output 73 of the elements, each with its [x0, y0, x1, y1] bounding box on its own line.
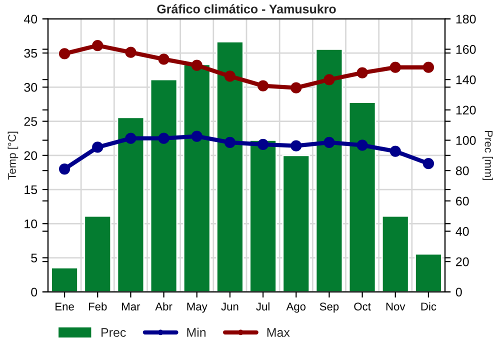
bar	[182, 64, 211, 292]
y-tick-label: 20	[24, 151, 38, 160]
bar	[116, 116, 145, 292]
x-tick-label: Mar	[122, 302, 140, 310]
point	[92, 40, 104, 52]
point	[58, 48, 70, 60]
x-tick-label: May	[187, 302, 208, 313]
y-tick-label: 5	[31, 254, 38, 262]
point	[191, 130, 202, 142]
point	[191, 60, 202, 71]
point	[92, 142, 104, 153]
y2-tick-label: 80	[456, 166, 469, 176]
y2-tick-label: 20	[456, 257, 469, 266]
y2-tick-label: 60	[456, 196, 469, 206]
bar	[282, 154, 310, 292]
point	[422, 158, 434, 170]
x-tick-label: Jun	[221, 302, 238, 310]
bar	[414, 253, 442, 292]
point	[58, 163, 70, 175]
bar	[150, 78, 178, 292]
point	[390, 62, 401, 73]
point	[125, 46, 136, 58]
y-tick-label: 10	[24, 219, 38, 228]
point	[324, 136, 335, 148]
x-tick-label: Sep	[320, 302, 339, 313]
legend-label: Prec	[102, 328, 126, 337]
y-tick-label: 25	[24, 117, 38, 126]
x-tick-label: Dic	[421, 302, 436, 310]
y-axis-title: Temp [°C]	[8, 132, 18, 180]
y2-tick-label: 120	[456, 106, 476, 115]
bar	[315, 48, 344, 292]
point	[422, 62, 434, 73]
x-tick-label: Ago	[286, 302, 306, 313]
x-tick-label: Ene	[56, 302, 74, 310]
bar	[348, 102, 376, 292]
chart-title: Gráfico climático - Yamusukro	[157, 4, 336, 14]
y2-tick-label: 100	[456, 136, 476, 145]
point	[290, 82, 302, 94]
y2-tick-label: 0	[456, 288, 462, 297]
legend-label: Max	[267, 328, 290, 337]
bar	[249, 140, 277, 292]
y2-tick-label: 140	[456, 75, 476, 84]
bar	[216, 40, 244, 292]
point	[390, 146, 401, 157]
legend-label: Min	[187, 328, 206, 337]
y-tick-label: 35	[24, 48, 38, 58]
x-tick-label: Jul	[256, 302, 270, 310]
bar	[381, 215, 410, 292]
y-tick-label: 15	[24, 185, 38, 194]
point	[356, 140, 368, 151]
y2-tick-label: 40	[456, 227, 469, 236]
x-tick-label: Nov	[386, 302, 406, 310]
point	[324, 74, 335, 86]
y2-axis-title: Prec [mm]	[482, 131, 493, 180]
x-tick-label: Oct	[354, 302, 371, 310]
point	[257, 138, 269, 150]
point	[224, 136, 236, 148]
point	[224, 70, 236, 82]
point	[257, 80, 269, 92]
point	[125, 132, 136, 144]
y-tick-label: 40	[24, 14, 38, 24]
y2-tick-label: 160	[456, 45, 476, 54]
y-tick-label: 30	[24, 82, 38, 92]
y-tick-label: 0	[31, 288, 38, 297]
bar	[84, 215, 112, 292]
x-tick-label: Feb	[88, 302, 107, 310]
point	[356, 67, 368, 78]
y2-tick-label: 180	[456, 14, 476, 24]
x-tick-label: Abr	[155, 302, 172, 310]
bar	[50, 266, 78, 292]
point	[158, 54, 170, 65]
point	[158, 132, 170, 144]
point	[290, 140, 302, 152]
